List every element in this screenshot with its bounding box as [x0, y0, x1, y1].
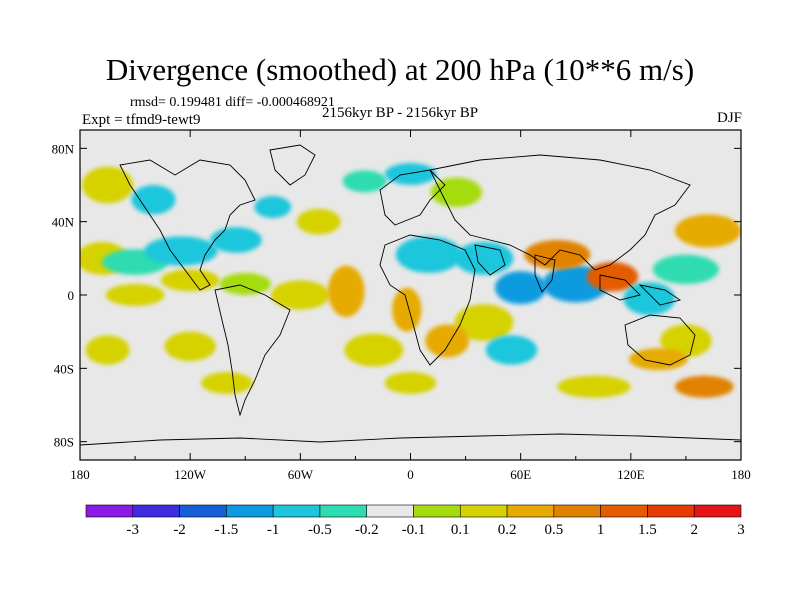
- field-patch: [674, 214, 741, 248]
- field-patch: [674, 375, 734, 398]
- field-patch: [425, 324, 470, 358]
- y-tick-label: 0: [68, 288, 75, 303]
- colorbar-label: -3: [127, 522, 140, 538]
- x-tick-label: 180: [70, 467, 90, 482]
- colorbar-swatch: [132, 504, 180, 518]
- field-patch: [430, 177, 483, 207]
- field-patch: [524, 240, 591, 270]
- x-axis: 180 120W 60W 0 60E 120E 180: [70, 130, 751, 482]
- colorbar-swatch: [226, 504, 274, 518]
- field-patch: [144, 236, 218, 266]
- colorbar-label: 1.5: [638, 522, 657, 538]
- coastlines: [80, 144, 741, 446]
- colorbar-label: -0.2: [355, 522, 379, 538]
- stats-text: rmsd= 0.199481 diff= -0.000468921: [130, 95, 335, 110]
- y-tick-label: 80N: [52, 141, 75, 156]
- colorbar-label: 0.5: [544, 522, 563, 538]
- colorbar-label: -0.5: [308, 522, 332, 538]
- field-patch: [342, 170, 387, 193]
- colorbar-swatch: [506, 504, 555, 518]
- field-patch: [494, 271, 547, 305]
- colorbar-label: 3: [737, 522, 745, 538]
- field-patch: [623, 282, 675, 316]
- colorbar-label: 0.2: [498, 522, 517, 538]
- page-title: Divergence (smoothed) at 200 hPa (10**6 …: [105, 52, 695, 87]
- colorbar-label: -1: [267, 522, 280, 538]
- field-patch: [660, 324, 712, 358]
- y-tick-label: 80S: [54, 435, 74, 450]
- experiment-label: Expt = tfmd9-tewt9: [82, 112, 201, 128]
- x-tick-label: 0: [407, 467, 414, 482]
- colorbar-label: -0.1: [402, 522, 426, 538]
- field-patch: [81, 166, 134, 204]
- x-tick-label: 60W: [288, 467, 314, 482]
- colorbar-swatch: [366, 504, 414, 518]
- field-patch: [384, 372, 437, 394]
- y-axis: 80N 40N 0 40S 80S: [52, 141, 741, 450]
- colorbar-label: 2: [690, 522, 698, 538]
- field-patch: [131, 185, 176, 215]
- colorbar-label: 1: [597, 522, 605, 538]
- field-patch: [85, 335, 130, 365]
- field-patch: [296, 208, 341, 235]
- colorbar-swatch: [319, 504, 368, 518]
- y-tick-label: 40N: [52, 215, 75, 230]
- field-patch: [254, 196, 292, 218]
- colorbar-label: -2: [173, 522, 186, 538]
- field-patch: [395, 236, 462, 273]
- colorbar-swatch: [693, 504, 742, 518]
- field-patch: [344, 333, 404, 367]
- season-label: DJF: [716, 110, 742, 126]
- period-label: 2156kyr BP - 2156kyr BP: [321, 105, 479, 121]
- colorbar-swatch: [413, 504, 461, 518]
- field-patch: [327, 265, 365, 318]
- x-tick-label: 120W: [174, 467, 207, 482]
- colorbar: -3 -2 -1.5 -1 -0.5 -0.2 -0.1 0.1 0.2 0.5 1 1.5 2 3: [85, 504, 745, 538]
- x-tick-label: 60E: [510, 467, 531, 482]
- colorbar-label: 0.1: [451, 522, 470, 538]
- field-patch: [105, 284, 165, 306]
- field-patch: [628, 348, 688, 371]
- field-patch: [454, 304, 514, 341]
- field-patch: [210, 227, 262, 253]
- colorbar-swatch: [553, 504, 601, 518]
- colorbar-swatch: [85, 504, 134, 518]
- colorbar-swatch: [600, 504, 648, 518]
- colorbar-swatch: [647, 504, 695, 518]
- field-patch: [652, 254, 719, 284]
- field-patch: [270, 280, 330, 310]
- colorbar-swatch: [179, 504, 227, 518]
- field-patch: [164, 331, 216, 362]
- y-tick-label: 40S: [54, 361, 74, 376]
- colorbar-swatch: [459, 504, 508, 518]
- colorbar-label: -1.5: [214, 522, 238, 538]
- x-tick-label: 180: [731, 467, 751, 482]
- field-patch: [392, 287, 422, 332]
- field-patch: [557, 375, 631, 398]
- field-patch: [384, 163, 437, 185]
- colorbar-swatch: [272, 504, 321, 518]
- x-tick-label: 120E: [617, 467, 645, 482]
- field-patch: [201, 372, 253, 394]
- field-patch: [219, 273, 271, 295]
- field-patch: [485, 335, 538, 365]
- field-patch: [586, 262, 639, 292]
- field-patch: [160, 269, 220, 292]
